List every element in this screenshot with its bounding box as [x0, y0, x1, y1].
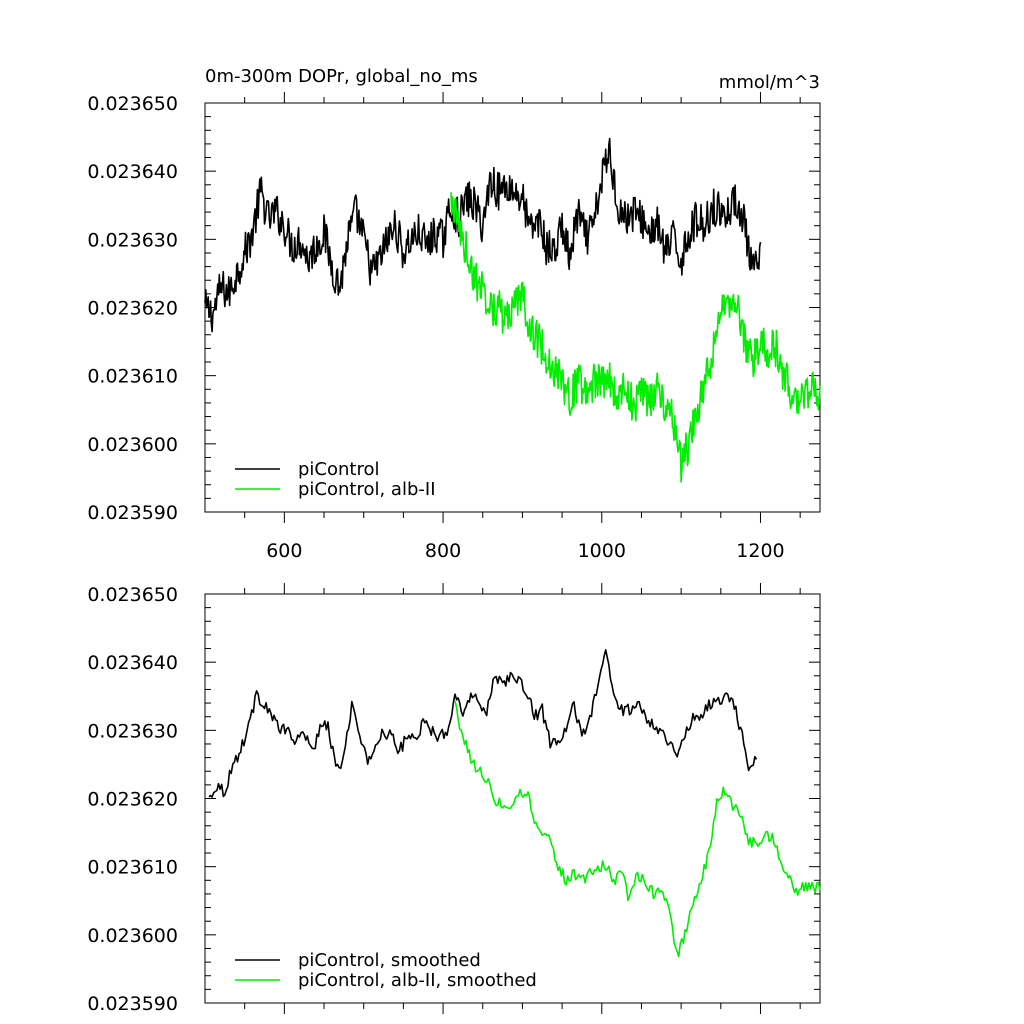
y-tick-label: 0.023610 — [87, 857, 178, 879]
chart-title: 0m-300m DOPr, global_no_ms — [205, 66, 478, 87]
y-tick-label: 0.023610 — [87, 366, 178, 388]
units-label: mmol/m^3 — [719, 72, 820, 93]
y-tick-label: 0.023590 — [87, 993, 178, 1015]
legend-label: piControl, alb-II — [298, 479, 436, 500]
series-line — [454, 700, 821, 958]
bottom-panel: 0.023590 0.023600 0.023610 0.023620 0.023630… — [87, 583, 821, 1015]
y-tick-label: 0.023630 — [87, 720, 178, 742]
y-tick-label: 0.023590 — [87, 502, 178, 524]
y-tick-label: 0.023640 — [87, 161, 178, 183]
y-tick-label: 0.023600 — [87, 434, 178, 456]
x-tick-label: 1000 — [578, 540, 626, 562]
y-tick-label: 0.023640 — [87, 652, 178, 674]
x-tick-label: 600 — [266, 540, 302, 562]
y-tick-label: 0.023650 — [87, 93, 178, 115]
y-tick-label: 0.023620 — [87, 298, 178, 320]
legend-label: piControl, alb-II, smoothed — [298, 970, 537, 991]
legend-label: piControl, smoothed — [298, 950, 481, 971]
series-line — [208, 648, 758, 798]
y-tick-label: 0.023600 — [87, 925, 178, 947]
top-panel: 0m-300m DOPr, global_no_ms mmol/m^3 600 8… — [87, 66, 821, 562]
legend-label: piControl — [298, 459, 380, 480]
y-tick-label: 0.023630 — [87, 229, 178, 251]
y-tick-label: 0.023650 — [87, 584, 178, 606]
x-tick-label: 800 — [425, 540, 461, 562]
series-line — [450, 192, 821, 483]
x-tick-label: 1200 — [736, 540, 784, 562]
plot-frame — [204, 593, 821, 1004]
series-line — [204, 137, 762, 333]
y-tick-label: 0.023620 — [87, 789, 178, 811]
